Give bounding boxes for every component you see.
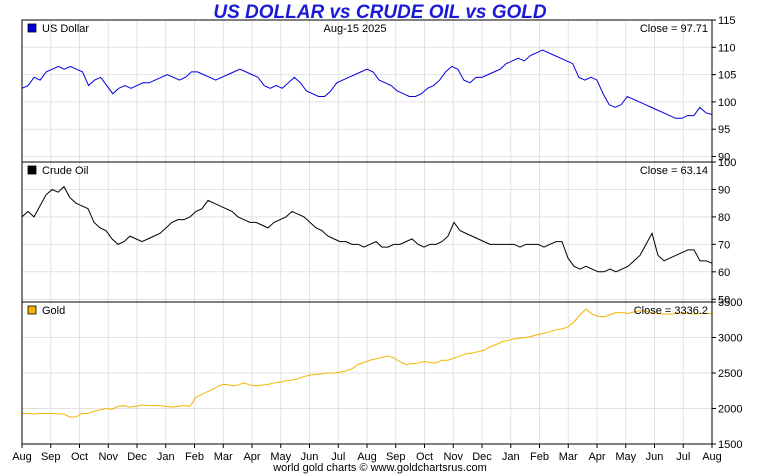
- x-tick-label: May: [615, 451, 636, 463]
- y-tick-label: 50: [718, 294, 730, 306]
- x-tick-label: Oct: [71, 451, 88, 463]
- x-tick-label: Aug: [357, 451, 377, 463]
- y-tick-label: 1500: [718, 439, 742, 451]
- legend-swatch: [27, 305, 37, 315]
- y-tick-label: 105: [718, 70, 736, 82]
- y-tick-label: 90: [718, 184, 730, 196]
- x-tick-label: Jun: [301, 451, 319, 463]
- y-tick-label: 100: [718, 97, 736, 109]
- y-tick-label: 3500: [718, 297, 742, 309]
- close-label: Close = 3336.2: [634, 305, 708, 317]
- x-tick-label: Apr: [243, 451, 260, 463]
- y-tick-label: 3000: [718, 333, 742, 345]
- x-tick-label: Feb: [185, 451, 204, 463]
- legend-label: US Dollar: [42, 23, 89, 35]
- legend-swatch: [27, 165, 37, 175]
- x-tick-label: Aug: [12, 451, 32, 463]
- legend-label: Crude Oil: [42, 165, 88, 177]
- y-tick-label: 100: [718, 157, 736, 169]
- footer-credit: world gold charts © www.goldchartsrus.co…: [273, 462, 487, 474]
- y-tick-label: 60: [718, 267, 730, 279]
- series-line-2: [22, 308, 713, 418]
- x-tick-label: Mar: [214, 451, 233, 463]
- x-tick-label: Jul: [331, 451, 345, 463]
- y-tick-label: 95: [718, 124, 730, 136]
- x-tick-label: Oct: [416, 451, 433, 463]
- legend-label: Gold: [42, 305, 65, 317]
- x-tick-label: Apr: [588, 451, 605, 463]
- y-tick-label: 90: [718, 152, 730, 164]
- x-tick-label: Sep: [386, 451, 406, 463]
- legend-swatch: [27, 23, 37, 33]
- x-tick-label: Sep: [41, 451, 61, 463]
- x-tick-label: May: [270, 451, 291, 463]
- x-tick-label: Dec: [472, 451, 492, 463]
- x-tick-label: Jun: [646, 451, 664, 463]
- y-tick-label: 115: [718, 15, 736, 27]
- y-tick-label: 2500: [718, 368, 742, 380]
- x-tick-label: Dec: [127, 451, 147, 463]
- y-tick-label: 110: [718, 42, 736, 54]
- x-tick-label: Nov: [98, 451, 118, 463]
- x-tick-label: Nov: [443, 451, 463, 463]
- x-tick-label: Jan: [502, 451, 520, 463]
- series-line-0: [21, 49, 713, 119]
- x-tick-label: Mar: [559, 451, 578, 463]
- y-tick-label: 2000: [718, 404, 742, 416]
- close-label: Close = 97.71: [640, 23, 708, 35]
- date-label: Aug-15 2025: [324, 23, 387, 35]
- x-tick-label: Jul: [676, 451, 690, 463]
- series-line-1: [21, 185, 713, 273]
- y-tick-label: 70: [718, 239, 730, 251]
- close-label: Close = 63.14: [640, 165, 708, 177]
- x-tick-label: Aug: [702, 451, 722, 463]
- chart-title: US DOLLAR vs CRUDE OIL vs GOLD: [213, 2, 547, 23]
- x-tick-label: Jan: [157, 451, 175, 463]
- y-tick-label: 80: [718, 212, 730, 224]
- x-tick-label: Feb: [530, 451, 549, 463]
